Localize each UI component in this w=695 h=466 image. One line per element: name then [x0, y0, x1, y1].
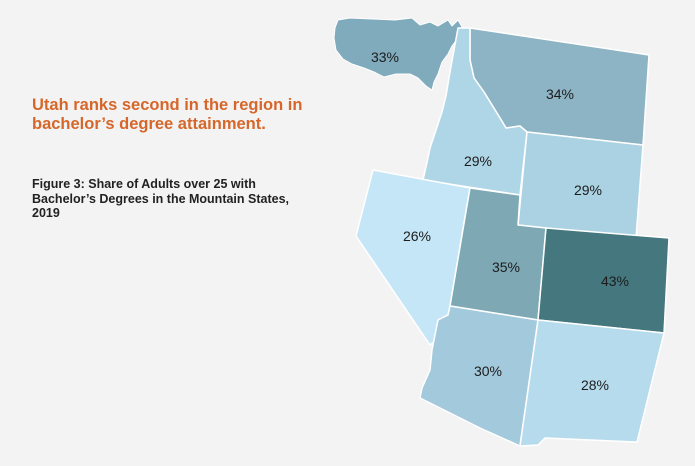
label-wyoming: 29%	[574, 182, 602, 198]
label-nevada: 26%	[403, 228, 431, 244]
label-colorado: 43%	[601, 273, 629, 289]
label-montana: 34%	[546, 86, 574, 102]
label-new-mexico: 28%	[581, 377, 609, 393]
figure-caption: Figure 3: Share of Adults over 25 with B…	[32, 177, 290, 220]
label-us: 33%	[371, 49, 399, 65]
label-arizona: 30%	[474, 363, 502, 379]
headline: Utah ranks second in the region in bache…	[32, 96, 303, 133]
label-utah: 35%	[492, 259, 520, 275]
label-idaho: 29%	[464, 153, 492, 169]
state-new-mexico	[519, 319, 665, 447]
us-map-region	[333, 17, 463, 91]
